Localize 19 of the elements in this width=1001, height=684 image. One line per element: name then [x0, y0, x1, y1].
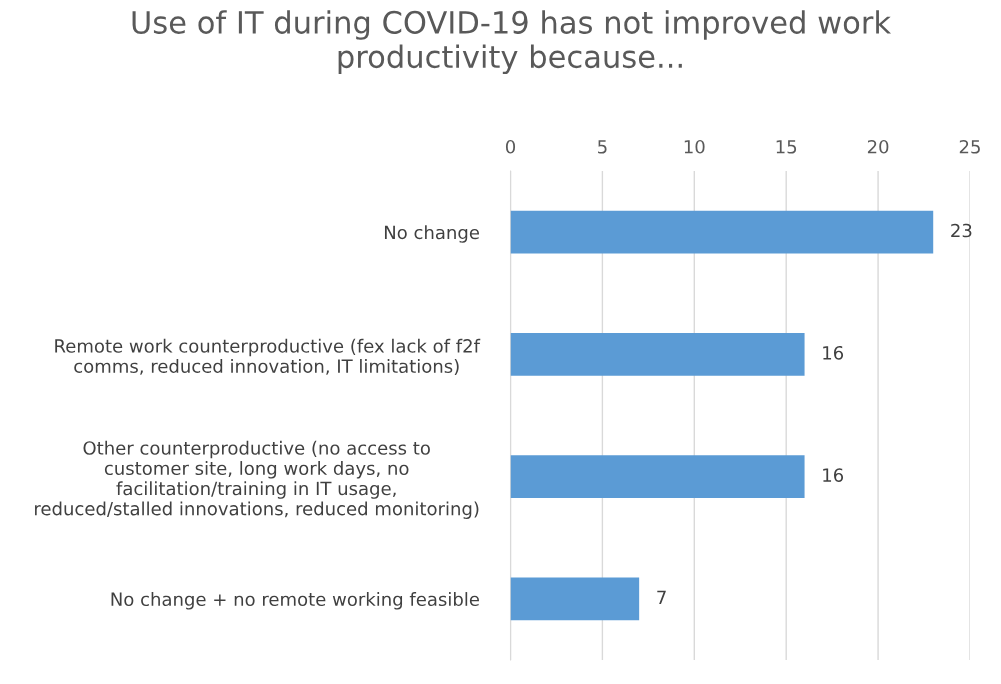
data-label: 23: [951, 223, 972, 238]
y-tick-label: Remote work counterproductive (fex lack of f2f comms, reduced innovation, IT limitations): [55, 338, 481, 376]
bar: [510, 333, 805, 376]
bar: [510, 210, 934, 254]
data-label: 7: [657, 590, 666, 604]
y-tick-label: No change: [384, 225, 479, 243]
x-tick-label: 5: [598, 140, 607, 154]
x-tick-label: 0: [505, 139, 516, 154]
x-tick-label: 10: [684, 139, 705, 154]
bar: [510, 455, 805, 499]
data-label: 16: [823, 345, 844, 360]
y-tick-label: Other counterproductive (no access to customer site, long work days, no facilitation/training in IT usage, reduced/stalled innovations, reduced monitoring): [35, 440, 479, 519]
data-label: 16: [823, 468, 844, 482]
chart-title: Use of IT during COVID-19 has not improved work productivity because...: [132, 10, 892, 75]
x-tick-label: 25: [959, 139, 980, 154]
bar: [510, 577, 640, 621]
x-tick-label: 15: [776, 140, 797, 154]
x-tick-label: 20: [867, 139, 889, 154]
y-tick-label: No change + no remote working feasible: [111, 592, 479, 610]
